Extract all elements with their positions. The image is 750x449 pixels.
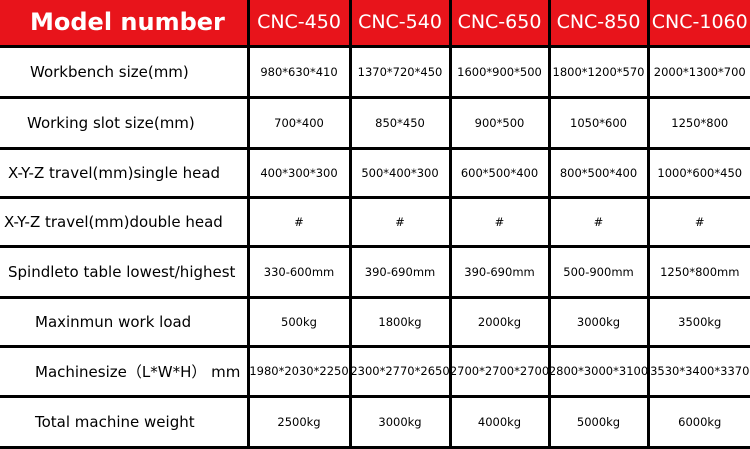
spec-value: 3000kg bbox=[550, 298, 647, 345]
spec-value: 2500kg bbox=[249, 397, 349, 446]
spec-value: 1370*720*450 bbox=[351, 47, 449, 96]
header-label: Model number bbox=[0, 0, 247, 45]
spec-value: 330-600mm bbox=[249, 247, 349, 296]
model-header: CNC-450 bbox=[249, 0, 349, 45]
spec-value: 850*450 bbox=[351, 98, 449, 147]
spec-value: 390-690mm bbox=[351, 247, 449, 296]
spec-value: 1000*600*450 bbox=[649, 149, 750, 196]
row-label: Total machine weight bbox=[0, 397, 247, 446]
spec-value: 1800*1200*570 bbox=[550, 47, 647, 96]
spec-value: 800*500*400 bbox=[550, 149, 647, 196]
spec-value: 5000kg bbox=[550, 397, 647, 446]
spec-value: 900*500 bbox=[451, 98, 548, 147]
spec-value: 2000*1300*700 bbox=[649, 47, 750, 96]
spec-value: 1250*800 bbox=[649, 98, 750, 147]
model-header: CNC-650 bbox=[451, 0, 548, 45]
spec-value: 1050*600 bbox=[550, 98, 647, 147]
spec-value: 3530*3400*3370 bbox=[649, 347, 750, 395]
row-label: X-Y-Z travel(mm)single head bbox=[0, 149, 247, 196]
spec-value: 500kg bbox=[249, 298, 349, 345]
model-header: CNC-850 bbox=[550, 0, 647, 45]
spec-value: 3500kg bbox=[649, 298, 750, 345]
spec-value: 2000kg bbox=[451, 298, 548, 345]
spec-value: 2800*3000*3100 bbox=[550, 347, 647, 395]
spec-value: 980*630*410 bbox=[249, 47, 349, 96]
spec-value: # bbox=[649, 198, 750, 245]
spec-value: 500*400*300 bbox=[351, 149, 449, 196]
spec-value: 500-900mm bbox=[550, 247, 647, 296]
spec-value: 600*500*400 bbox=[451, 149, 548, 196]
spec-value: 2700*2700*2700 bbox=[451, 347, 548, 395]
row-label: Workbench size(mm) bbox=[0, 47, 247, 96]
model-header: CNC-1060 bbox=[649, 0, 750, 45]
spec-value: 1250*800mm bbox=[649, 247, 750, 296]
spec-value: 390-690mm bbox=[451, 247, 548, 296]
spec-value: 1980*2030*2250 bbox=[249, 347, 349, 395]
spec-value: # bbox=[550, 198, 647, 245]
row-label: Working slot size(mm) bbox=[0, 98, 247, 147]
spec-value: 1600*900*500 bbox=[451, 47, 548, 96]
spec-value: # bbox=[351, 198, 449, 245]
spec-value: 1800kg bbox=[351, 298, 449, 345]
spec-value: 400*300*300 bbox=[249, 149, 349, 196]
row-label: X-Y-Z travel(mm)double head bbox=[0, 198, 247, 245]
spec-value: 700*400 bbox=[249, 98, 349, 147]
row-label: Spindleto table lowest/highest bbox=[0, 247, 247, 296]
spec-value: # bbox=[451, 198, 548, 245]
spec-value: 6000kg bbox=[649, 397, 750, 446]
spec-value: 2300*2770*2650 bbox=[351, 347, 449, 395]
model-header: CNC-540 bbox=[351, 0, 449, 45]
spec-value: # bbox=[249, 198, 349, 245]
row-label: Machinesize（L*W*H） mm bbox=[0, 347, 247, 395]
row-label: Maxinmun work load bbox=[0, 298, 247, 345]
spec-value: 4000kg bbox=[451, 397, 548, 446]
spec-value: 3000kg bbox=[351, 397, 449, 446]
